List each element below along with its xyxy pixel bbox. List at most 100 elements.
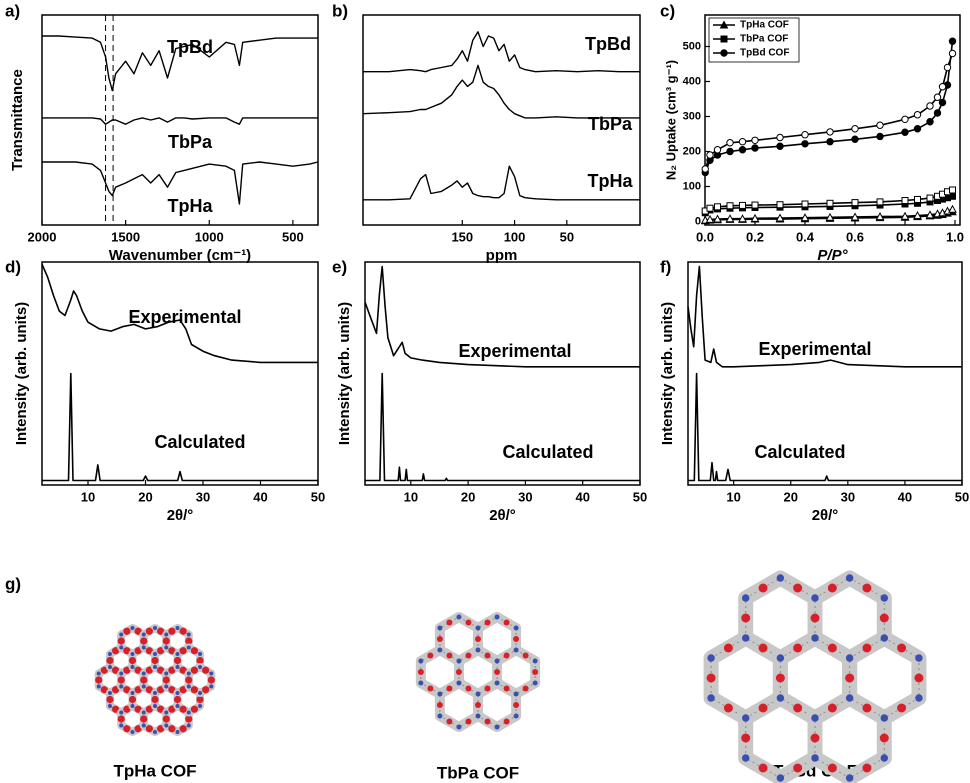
legend-marker	[721, 36, 727, 42]
oxygen-atom	[118, 715, 125, 722]
data-point	[777, 143, 783, 149]
oxygen-atom	[151, 696, 158, 703]
oxygen-atom	[793, 584, 802, 593]
nitrogen-atom	[130, 691, 134, 695]
nitrogen-atom	[533, 681, 538, 686]
oxygen-atom	[494, 669, 500, 675]
series-line	[365, 374, 640, 481]
data-point	[777, 202, 783, 208]
nitrogen-atom	[495, 615, 500, 620]
nitrogen-atom	[119, 724, 123, 728]
x-axis-label: 2θ/°	[812, 507, 839, 524]
x-tick-label: 50	[955, 489, 969, 504]
oxygen-atom	[532, 669, 538, 675]
nitrogen-atom	[187, 685, 191, 689]
y-tick-label: 400	[683, 75, 701, 87]
nitrogen-atom	[437, 626, 442, 631]
oxygen-atom	[828, 644, 837, 653]
nitrogen-atom	[437, 692, 442, 697]
nitrogen-atom	[915, 654, 923, 662]
nitrogen-atom	[881, 714, 889, 722]
data-point	[702, 166, 708, 172]
oxygen-atom	[914, 674, 923, 683]
framework-ring	[850, 638, 919, 718]
nitrogen-atom	[108, 652, 112, 656]
data-point	[802, 141, 808, 147]
nitrogen-atom	[881, 754, 889, 762]
oxygen-atom	[168, 628, 175, 635]
nitrogen-atom	[915, 694, 923, 702]
nitrogen-atom	[97, 672, 101, 676]
nitrogen-atom	[153, 665, 157, 669]
oxygen-atom	[129, 696, 136, 703]
series-label: TpBd	[585, 34, 631, 54]
panel-label: e)	[332, 257, 347, 276]
series-label: TpBd	[167, 37, 213, 57]
oxygen-atom	[191, 686, 198, 693]
data-point	[714, 147, 720, 153]
oxygen-atom	[485, 686, 491, 692]
oxygen-atom	[828, 764, 837, 773]
nitrogen-atom	[176, 704, 180, 708]
nitrogen-atom	[176, 730, 180, 734]
panel-label: f)	[660, 257, 671, 276]
nitrogen-atom	[153, 730, 157, 734]
x-tick-label: 0.8	[896, 229, 914, 244]
series-label: Experimental	[128, 307, 241, 327]
oxygen-atom	[828, 584, 837, 593]
panel-label: c)	[660, 1, 675, 20]
data-point	[707, 205, 713, 211]
data-point	[944, 64, 950, 70]
data-point	[752, 202, 758, 208]
oxygen-atom	[504, 620, 510, 626]
y-tick-label: 300	[683, 110, 701, 122]
oxygen-atom	[862, 704, 871, 713]
oxygen-atom	[485, 653, 491, 659]
data-point	[852, 136, 858, 142]
data-point	[740, 202, 746, 208]
data-point	[902, 116, 908, 122]
oxygen-atom	[741, 614, 750, 623]
oxygen-atom	[418, 669, 424, 675]
y-tick-label: 200	[683, 145, 701, 157]
data-point	[802, 201, 808, 207]
x-tick-label: 20	[138, 489, 152, 504]
oxygen-atom	[106, 696, 113, 703]
x-tick-label: 10	[726, 489, 740, 504]
series-line	[42, 118, 318, 124]
legend-label: TpBd COF	[740, 48, 789, 59]
nitrogen-atom	[209, 672, 213, 676]
oxygen-atom	[168, 725, 175, 732]
nitrogen-atom	[142, 711, 146, 715]
nitrogen-atom	[164, 633, 168, 637]
panel-label: g)	[5, 574, 21, 593]
oxygen-atom	[437, 702, 443, 708]
series-line	[363, 65, 640, 118]
data-point	[752, 137, 758, 143]
nitrogen-atom	[142, 633, 146, 637]
oxygen-atom	[485, 719, 491, 725]
oxygen-atom	[862, 584, 871, 593]
panel-label: d)	[5, 257, 21, 276]
nitrogen-atom	[476, 626, 481, 631]
x-tick-label: 50	[560, 229, 574, 244]
nitrogen-atom	[153, 652, 157, 656]
nitrogen-atom	[142, 685, 146, 689]
nitrogen-atom	[418, 659, 423, 664]
oxygen-atom	[208, 676, 215, 683]
oxygen-atom	[118, 637, 125, 644]
oxygen-atom	[759, 704, 768, 713]
y-axis-label: Intensity (arb. units)	[13, 302, 30, 445]
nitrogen-atom	[811, 634, 819, 642]
oxygen-atom	[446, 686, 452, 692]
oxygen-atom	[446, 653, 452, 659]
data-point	[727, 140, 733, 146]
nitrogen-atom	[514, 648, 519, 653]
nitrogen-atom	[119, 646, 123, 650]
nitrogen-atom	[198, 691, 202, 695]
nitrogen-atom	[811, 714, 819, 722]
oxygen-atom	[759, 764, 768, 773]
oxygen-atom	[513, 636, 519, 642]
nitrogen-atom	[742, 634, 750, 642]
data-point	[939, 99, 945, 105]
